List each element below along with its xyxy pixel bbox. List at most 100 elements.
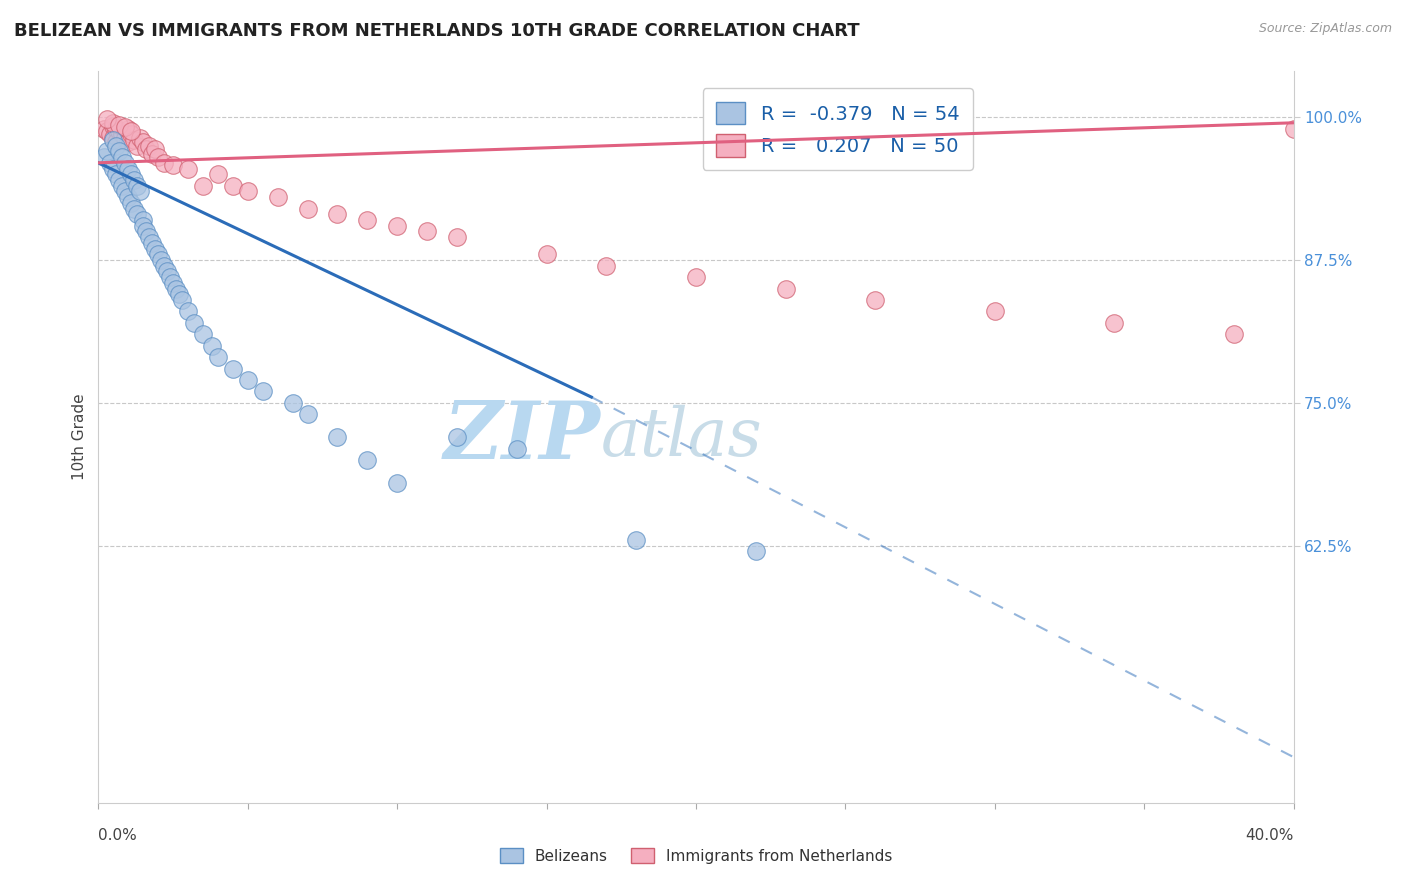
Point (183, 316, 205, 330)
Point (120, 167, 142, 181)
Point (356, 213, 378, 227)
Point (114, 120, 136, 135)
Point (103, 130, 125, 145)
Point (124, 133, 146, 147)
Point (132, 219, 155, 233)
Point (162, 158, 184, 172)
Point (96, 145, 118, 159)
Point (177, 161, 200, 176)
Point (222, 361, 245, 376)
Point (177, 304, 200, 318)
Point (117, 161, 139, 176)
Point (96, 124, 118, 138)
Point (105, 135, 128, 149)
Point (124, 173, 146, 187)
Point (120, 124, 142, 138)
Point (103, 120, 125, 134)
Point (103, 116, 125, 130)
Point (114, 185, 136, 199)
Point (984, 304, 1007, 318)
Point (356, 453, 378, 467)
Point (595, 259, 617, 273)
Point (222, 178, 245, 193)
Point (685, 270, 707, 285)
Point (201, 338, 224, 352)
Point (117, 135, 139, 149)
Point (148, 150, 170, 164)
Text: atlas: atlas (600, 404, 762, 470)
Point (132, 135, 155, 149)
Point (132, 213, 155, 227)
Point (150, 252, 173, 267)
Y-axis label: 10th Grade: 10th Grade (72, 393, 87, 481)
Point (775, 281, 797, 295)
Point (297, 202, 319, 216)
Point (236, 185, 259, 199)
Point (143, 142, 166, 156)
Point (326, 207, 349, 221)
Point (626, 533, 648, 547)
Point (153, 259, 176, 273)
Point (105, 121, 128, 136)
Point (127, 207, 149, 221)
Point (141, 146, 163, 161)
Point (108, 124, 131, 138)
Point (120, 127, 142, 141)
Point (236, 373, 259, 387)
Point (111, 150, 134, 164)
Point (167, 287, 190, 301)
Point (135, 142, 157, 156)
Point (111, 127, 134, 141)
Point (191, 178, 214, 193)
Point (127, 138, 149, 153)
Point (745, 544, 768, 558)
Point (446, 230, 468, 244)
Point (108, 173, 131, 187)
Point (138, 230, 160, 244)
Point (281, 396, 304, 410)
Point (117, 190, 139, 204)
Point (172, 293, 194, 307)
Text: 0.0%: 0.0% (98, 828, 138, 843)
Point (114, 156, 136, 170)
Point (108, 145, 131, 159)
Point (865, 293, 887, 307)
Point (127, 178, 149, 193)
Point (536, 247, 558, 261)
Point (385, 219, 409, 233)
Text: Source: ZipAtlas.com: Source: ZipAtlas.com (1258, 22, 1392, 36)
Point (267, 190, 290, 204)
Text: BELIZEAN VS IMMIGRANTS FROM NETHERLANDS 10TH GRADE CORRELATION CHART: BELIZEAN VS IMMIGRANTS FROM NETHERLANDS … (14, 22, 859, 40)
Point (506, 442, 529, 456)
Point (129, 185, 152, 199)
Point (162, 276, 184, 290)
Point (153, 156, 176, 170)
Point (105, 138, 128, 153)
Point (143, 242, 166, 256)
Text: ZIP: ZIP (443, 399, 600, 475)
Point (1282, 121, 1305, 136)
Point (105, 167, 128, 181)
Point (108, 118, 131, 132)
Point (191, 327, 214, 342)
Point (124, 202, 146, 216)
Point (148, 247, 170, 261)
Point (141, 235, 163, 250)
Point (96, 112, 118, 127)
Point (1223, 327, 1246, 342)
Point (93, 121, 115, 136)
Point (135, 224, 157, 238)
Point (416, 224, 439, 238)
Point (103, 161, 125, 176)
Point (156, 264, 179, 278)
Point (207, 350, 229, 364)
Point (100, 156, 122, 170)
Point (129, 130, 152, 145)
Point (103, 133, 125, 147)
Point (297, 407, 319, 421)
Point (207, 167, 229, 181)
Point (385, 475, 409, 490)
Point (114, 130, 136, 145)
Point (100, 127, 122, 141)
Point (111, 178, 134, 193)
